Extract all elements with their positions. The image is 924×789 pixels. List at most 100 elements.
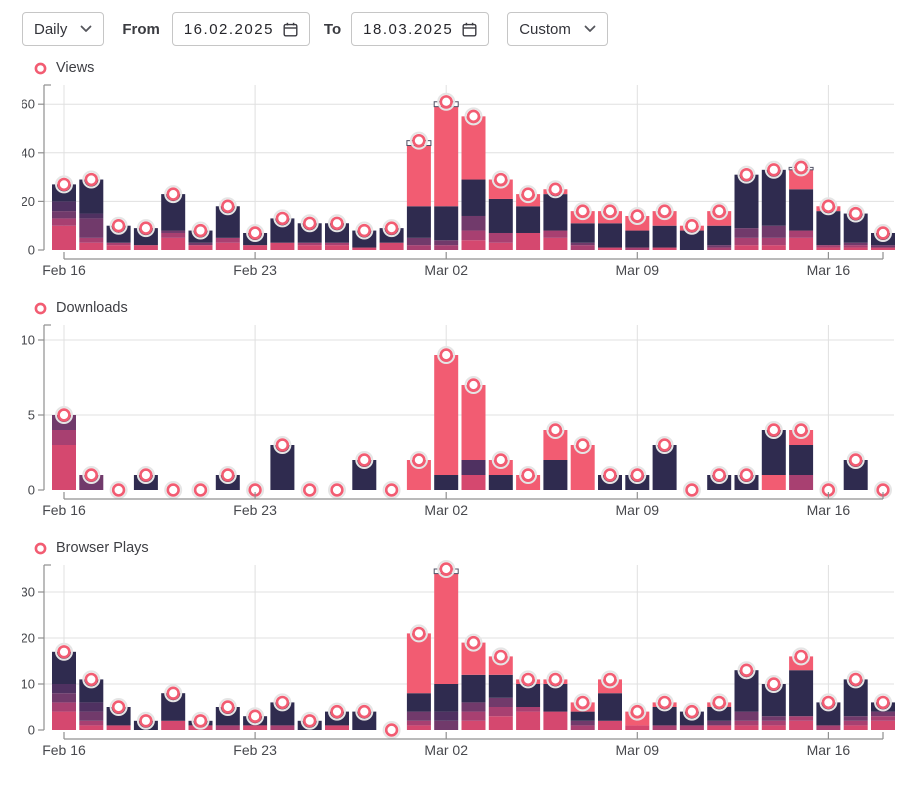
bar-segment-mauve[interactable] [406, 245, 431, 250]
bar-segment-coral[interactable] [406, 145, 431, 207]
bar-segment-mauve[interactable] [516, 707, 541, 712]
bar-segment-plum[interactable] [871, 245, 895, 248]
bar-segment-navy[interactable] [570, 711, 595, 721]
bar-segment-mauve[interactable] [488, 707, 513, 717]
bar-segment-coral[interactable] [434, 573, 459, 684]
bar-segment-rose[interactable] [598, 247, 622, 250]
bar-segment-violet[interactable] [52, 201, 76, 212]
bar-segment-plum[interactable] [707, 245, 732, 248]
bar-segment-rose[interactable] [325, 245, 349, 250]
bar-Mar-10[interactable] [652, 445, 677, 490]
bar-segment-coral[interactable] [434, 355, 459, 475]
bar-segment-mauve[interactable] [570, 725, 595, 730]
bar-segment-navy[interactable] [543, 460, 568, 490]
bar-segment-plum[interactable] [406, 237, 431, 246]
bar-segment-mauve[interactable] [707, 247, 732, 250]
bar-Mar-14[interactable] [761, 169, 786, 250]
bar-segment-rose[interactable] [734, 245, 759, 250]
bar-segment-mauve[interactable] [106, 242, 131, 246]
bar-segment-rose[interactable] [379, 242, 404, 250]
range-select[interactable]: Custom [507, 12, 608, 46]
bar-segment-plum[interactable] [52, 693, 76, 703]
from-date-input[interactable]: 16.02.2025 [171, 12, 310, 46]
bar-segment-plum[interactable] [761, 225, 786, 238]
bar-segment-rose[interactable] [243, 725, 268, 730]
bar-segment-rose[interactable] [543, 237, 568, 250]
bar-Mar-15[interactable] [789, 430, 814, 490]
bar-segment-rose[interactable] [598, 720, 622, 730]
bar-segment-rose[interactable] [543, 711, 568, 730]
bar-Mar-07[interactable] [570, 445, 595, 490]
bar-segment-mauve[interactable] [297, 242, 322, 246]
bar-segment-mauve[interactable] [570, 245, 595, 250]
bar-segment-mauve[interactable] [679, 725, 704, 730]
bar-segment-navy[interactable] [543, 194, 568, 231]
bar-segment-rose[interactable] [161, 237, 186, 250]
bar-segment-mauve[interactable] [652, 725, 677, 730]
bar-Mar-13[interactable] [734, 670, 759, 730]
browser-plays-legend[interactable]: Browser Plays [33, 538, 902, 558]
bar-segment-mauve[interactable] [52, 218, 76, 226]
bar-Mar-08[interactable] [598, 679, 622, 730]
bar-segment-navy[interactable] [789, 189, 814, 231]
bar-segment-rose[interactable] [734, 725, 759, 730]
bar-segment-plum[interactable] [188, 242, 213, 246]
bar-segment-mauve[interactable] [488, 232, 513, 243]
bar-segment-mauve[interactable] [325, 242, 349, 246]
interval-select[interactable]: Daily [22, 12, 105, 46]
bar-Mar-02[interactable] [433, 568, 459, 730]
bar-segment-plum[interactable] [52, 211, 76, 219]
bar-Feb-24[interactable] [270, 445, 295, 490]
bar-Feb-16[interactable] [52, 415, 76, 490]
bar-segment-navy[interactable] [434, 684, 459, 712]
bar-segment-mauve[interactable] [871, 716, 895, 721]
bar-segment-plum[interactable] [434, 240, 459, 246]
bar-segment-navy[interactable] [761, 430, 786, 475]
bar-segment-rose[interactable] [52, 445, 76, 490]
bar-Feb-26[interactable] [325, 711, 349, 730]
bar-segment-navy[interactable] [488, 475, 513, 490]
bar-segment-mauve[interactable] [734, 720, 759, 726]
bar-segment-rose[interactable] [843, 725, 868, 730]
bar-segment-navy[interactable] [652, 707, 677, 726]
bar-segment-rose[interactable] [816, 247, 841, 250]
bar-segment-navy[interactable] [652, 225, 677, 248]
bar-segment-rose[interactable] [461, 240, 486, 250]
bar-segment-rose[interactable] [789, 237, 814, 250]
bar-segment-rose[interactable] [325, 725, 349, 730]
bar-segment-plum[interactable] [707, 720, 732, 726]
bar-Mar-04[interactable] [488, 179, 513, 250]
bar-Feb-16[interactable] [52, 184, 76, 250]
bar-segment-rose[interactable] [871, 720, 895, 730]
bar-segment-rose[interactable] [488, 716, 513, 730]
bar-segment-rose[interactable] [243, 245, 268, 250]
bar-segment-rose[interactable] [79, 242, 104, 250]
bar-segment-plum[interactable] [570, 242, 595, 246]
bar-segment-mauve[interactable] [406, 720, 431, 726]
bar-segment-plum[interactable] [734, 228, 759, 238]
bar-segment-mauve[interactable] [161, 232, 186, 238]
bar-segment-rose[interactable] [188, 245, 213, 250]
bar-Mar-03[interactable] [461, 385, 486, 490]
bar-segment-navy[interactable] [270, 445, 295, 490]
bar-segment-navy[interactable] [325, 711, 349, 726]
bar-segment-plum[interactable] [461, 215, 486, 231]
bar-segment-mauve[interactable] [843, 720, 868, 726]
bar-segment-plum[interactable] [761, 716, 786, 721]
bar-segment-navy[interactable] [488, 198, 513, 233]
bar-segment-navy[interactable] [816, 211, 841, 246]
bar-segment-mauve[interactable] [461, 711, 486, 721]
bar-segment-mauve[interactable] [734, 237, 759, 246]
bar-segment-rose[interactable] [652, 247, 677, 250]
bar-segment-coral[interactable] [598, 679, 622, 694]
bar-Mar-09[interactable] [625, 711, 650, 730]
bar-segment-plum[interactable] [79, 218, 104, 238]
bar-Mar-17[interactable] [843, 679, 868, 730]
bar-segment-coral[interactable] [570, 445, 595, 490]
bar-segment-plum[interactable] [434, 720, 459, 730]
bar-segment-rose[interactable] [188, 725, 213, 730]
bar-segment-rose[interactable] [516, 232, 541, 250]
bar-segment-rose[interactable] [133, 245, 158, 250]
bar-segment-mauve[interactable] [543, 230, 568, 238]
bar-segment-mauve[interactable] [625, 247, 650, 250]
